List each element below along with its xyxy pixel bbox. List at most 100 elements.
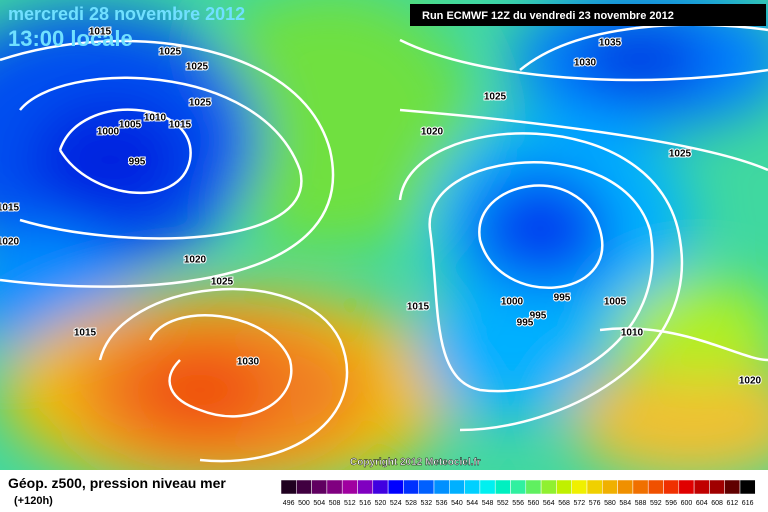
legend-swatch — [341, 479, 358, 495]
legend-label: 616 — [742, 500, 754, 507]
isobar-label: 995 — [530, 311, 547, 322]
isobar-label: 1010 — [144, 113, 167, 124]
legend-swatch — [357, 479, 374, 495]
isobar-label: 1025 — [484, 92, 507, 103]
isobar-label: 1025 — [669, 149, 692, 160]
isobar-label: 1000 — [97, 127, 120, 138]
legend-label: 528 — [405, 500, 417, 507]
legend-swatch — [647, 479, 664, 495]
legend-label: 496 — [283, 500, 295, 507]
legend-swatch — [387, 479, 404, 495]
legend-swatch — [663, 479, 680, 495]
isobar-label: 1015 — [407, 302, 430, 313]
legend-label: 556 — [512, 500, 524, 507]
isobar-label: 1020 — [739, 376, 762, 387]
legend-swatch — [311, 479, 328, 495]
legend-swatch — [632, 479, 649, 495]
legend-label: 584 — [619, 500, 631, 507]
legend-label: 536 — [436, 500, 448, 507]
legend-swatch — [617, 479, 634, 495]
legend-swatch — [586, 479, 603, 495]
legend-swatch — [540, 479, 557, 495]
legend-swatch — [571, 479, 588, 495]
legend-swatch — [372, 479, 389, 495]
isobar-label: 1030 — [574, 58, 597, 69]
legend-label: 552 — [497, 500, 509, 507]
legend-swatch — [403, 479, 419, 495]
isobar-label: 995 — [129, 157, 146, 168]
legend-label: 504 — [313, 500, 325, 507]
copyright: Copyright 2012 Meteociel.fr — [350, 457, 481, 468]
legend-label: 500 — [298, 500, 310, 507]
legend-swatch — [326, 479, 343, 495]
map-time: 13:00 locale — [8, 26, 133, 51]
legend-label: 600 — [681, 500, 693, 507]
legend-swatch — [464, 479, 481, 495]
caption-lead: (+120h) — [14, 495, 53, 507]
isobar-label: 1015 — [74, 328, 97, 339]
run-info: Run ECMWF 12Z du vendredi 23 novembre 20… — [422, 10, 674, 22]
isobar-label: 1015 — [89, 27, 112, 38]
legend-label: 608 — [711, 500, 723, 507]
isobar-label: 1005 — [119, 120, 142, 131]
legend-label: 568 — [558, 500, 570, 507]
isobar-label: 1015 — [0, 203, 20, 214]
legend-swatch — [724, 479, 741, 495]
isobar-label: 1030 — [237, 357, 260, 368]
legend-label: 544 — [466, 500, 478, 507]
isobar-label: 1020 — [421, 127, 444, 138]
legend-swatch — [433, 479, 450, 495]
legend-label: 572 — [574, 500, 586, 507]
legend-swatch — [525, 479, 542, 495]
legend-swatch — [602, 479, 618, 495]
caption-title: Géop. z500, pression niveau mer — [8, 475, 226, 491]
isobar-label: 1005 — [604, 297, 627, 308]
legend-label: 564 — [543, 500, 555, 507]
legend-label: 580 — [604, 500, 616, 507]
legend-swatch — [693, 479, 710, 495]
legend-label: 516 — [359, 500, 371, 507]
isobar-label: 1015 — [169, 120, 192, 131]
isobar-label: 1000 — [501, 297, 524, 308]
legend-label: 520 — [375, 500, 387, 507]
isobar-label: 1010 — [621, 328, 644, 339]
isobar-label: 1025 — [189, 98, 212, 109]
map-date: mercredi 28 novembre 2012 — [8, 4, 245, 24]
legend-swatch — [479, 479, 496, 495]
isobar-label: 1025 — [159, 47, 182, 58]
legend-label: 604 — [696, 500, 708, 507]
legend-label: 588 — [635, 500, 647, 507]
legend-label: 560 — [528, 500, 540, 507]
isobar-label: 1025 — [211, 277, 234, 288]
legend-label: 540 — [451, 500, 463, 507]
legend-label: 576 — [589, 500, 601, 507]
legend-label: 592 — [650, 500, 662, 507]
legend-label: 508 — [329, 500, 341, 507]
legend-label: 596 — [665, 500, 677, 507]
legend-label: 524 — [390, 500, 402, 507]
legend-swatch — [709, 479, 725, 495]
legend-swatch — [510, 479, 527, 495]
legend-label: 548 — [482, 500, 494, 507]
isobar-label: 995 — [554, 293, 571, 304]
legend-swatch — [678, 479, 695, 495]
legend-swatch — [296, 479, 312, 495]
isobar-label: 1025 — [186, 62, 209, 73]
isobar-label: 1020 — [184, 255, 207, 266]
legend-swatch — [494, 479, 511, 495]
isobar-label: 995 — [517, 318, 534, 329]
legend-swatch — [418, 479, 435, 495]
isobar-label: 1035 — [599, 38, 622, 49]
map-field — [0, 0, 768, 470]
run-box — [410, 4, 766, 26]
legend-label: 512 — [344, 500, 356, 507]
legend-label: 612 — [727, 500, 739, 507]
isobar-lines — [0, 23, 768, 463]
legend-label: 532 — [421, 500, 433, 507]
legend-swatch — [739, 479, 756, 495]
legend-swatch — [449, 479, 465, 495]
legend-swatch — [280, 479, 297, 495]
legend-swatch — [556, 479, 572, 495]
isobar-label: 1020 — [0, 237, 20, 248]
